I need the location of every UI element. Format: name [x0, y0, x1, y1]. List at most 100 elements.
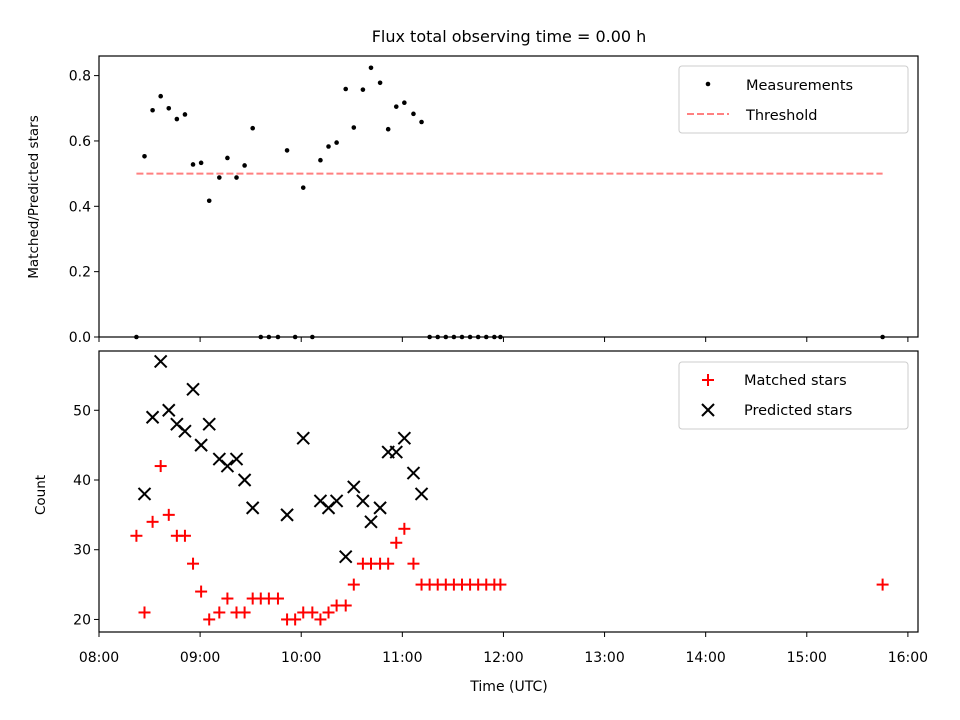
predicted-star-point — [329, 494, 344, 508]
x-tick-label: 12:00 — [483, 650, 523, 666]
bottom-y-axis-label: Count — [33, 475, 49, 515]
measurement-point — [300, 185, 306, 190]
measurement-point — [190, 162, 196, 167]
x-tick-label: 11:00 — [382, 650, 422, 666]
bottom-plot-area: 20 30 40 50 08:00 09:00 10:00 11:00 12:00 13:00 14… — [73, 350, 928, 666]
top-ytick-label: 0.8 — [69, 69, 91, 85]
measurement-point — [150, 107, 155, 113]
predicted-star-point — [186, 382, 200, 397]
predicted-star-point — [414, 487, 429, 501]
x-tick-label: 10:00 — [281, 650, 321, 666]
predicted-star-point — [178, 424, 192, 438]
matched-star-point — [271, 592, 284, 605]
matched-star-point — [130, 529, 143, 542]
measurement-point — [234, 175, 239, 180]
measurement-point — [225, 155, 230, 161]
matched-star-point — [322, 606, 335, 619]
measurement-point — [385, 126, 391, 132]
x-tick-label: 08:00 — [79, 650, 119, 666]
matched-star-point — [154, 460, 167, 473]
matched-star-point — [238, 606, 251, 619]
matched-star-point — [347, 578, 360, 591]
matched-star-point — [494, 578, 507, 591]
predicted-star-point — [202, 417, 216, 431]
predicted-star-point — [397, 431, 412, 445]
measurement-point — [334, 140, 339, 145]
measurement-point — [217, 175, 222, 180]
bottom-axes-frame — [98, 350, 919, 633]
matched-star-point — [213, 606, 226, 619]
predicted-star-point — [389, 445, 403, 459]
measurement-point — [174, 116, 180, 122]
matched-star-point — [195, 585, 208, 598]
legend-label-matched: Matched stars — [744, 373, 847, 389]
measurement-point — [318, 157, 323, 163]
measurement-point — [351, 125, 357, 130]
measurement-point — [411, 111, 416, 117]
bottom-legend-box — [678, 361, 909, 430]
measurement-point — [377, 80, 383, 86]
predicted-star-point — [347, 480, 361, 494]
matched-star-point — [178, 529, 191, 542]
top-chart-title: Flux total observing time = 0.00 h — [372, 27, 647, 46]
matched-star-point — [289, 613, 302, 626]
x-tick-label: 13:00 — [584, 650, 624, 666]
bottom-x-axis-label: Time (UTC) — [469, 679, 547, 695]
top-y-axis-label: Matched/Predicted stars — [26, 115, 42, 278]
measurement-point — [343, 86, 349, 92]
bottom-ytick-label: 30 — [73, 543, 91, 559]
measurement-point — [393, 104, 399, 109]
matched-star-point — [398, 522, 411, 535]
predicted-star-point — [153, 354, 168, 369]
matched-star-point — [407, 557, 420, 570]
matched-star-point — [314, 613, 327, 626]
matched-star-point — [146, 515, 159, 528]
predicted-star-point — [162, 403, 176, 417]
measurement-point — [368, 65, 374, 71]
legend-plus-marker — [702, 374, 714, 386]
legend-dot-marker — [705, 81, 711, 87]
measurement-point — [158, 93, 163, 99]
bottom-ytick-label: 40 — [73, 473, 91, 489]
predicted-star-point — [356, 494, 370, 508]
predicted-star-point — [194, 438, 208, 452]
measurement-point — [198, 160, 204, 166]
legend-x-marker — [701, 403, 715, 417]
predicted-star-point — [237, 473, 252, 487]
bottom-ytick-label: 20 — [73, 612, 91, 628]
predicted-star-point — [245, 501, 260, 515]
top-axes-frame — [98, 55, 919, 338]
measurement-point — [242, 163, 247, 168]
measurement-point — [360, 87, 366, 92]
predicted-star-point — [296, 431, 310, 445]
matched-star-point — [187, 557, 200, 570]
predicted-star-point — [137, 487, 152, 501]
measurement-point — [182, 112, 188, 117]
predicted-star-point — [145, 410, 160, 424]
predicted-star-point — [373, 501, 387, 515]
predicted-star-point — [364, 515, 378, 529]
x-tick-label: 16:00 — [888, 650, 928, 666]
top-ytick-label: 0.6 — [69, 134, 91, 150]
bottom-legend: Matched stars Predicted stars — [678, 361, 909, 430]
measurement-point — [402, 100, 407, 106]
top-ytick-label: 0.0 — [69, 330, 91, 346]
top-legend-box — [678, 65, 909, 134]
x-tick-label: 14:00 — [685, 650, 725, 666]
matched-star-point — [138, 606, 151, 619]
measurement-point — [166, 105, 172, 111]
measurement-point — [250, 125, 255, 131]
bottom-ytick-label: 50 — [73, 403, 91, 419]
x-tick-label: 09:00 — [180, 650, 220, 666]
legend-label-measurements: Measurements — [746, 78, 853, 94]
predicted-star-point — [339, 549, 353, 564]
top-legend: Measurements Threshold — [678, 65, 909, 134]
predicted-star-point — [406, 466, 421, 480]
legend-label-threshold: Threshold — [745, 108, 817, 124]
predicted-star-point — [280, 508, 294, 522]
legend-label-predicted: Predicted stars — [744, 403, 852, 419]
matched-star-point — [306, 606, 319, 619]
matched-star-point — [876, 578, 889, 591]
matched-star-point — [162, 508, 175, 521]
